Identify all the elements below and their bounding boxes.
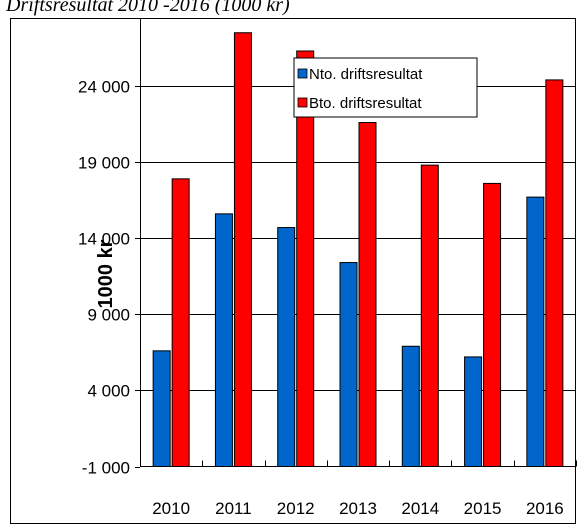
bar-nto [526,196,545,468]
y-tick-label: 19 000 [78,154,130,173]
tick-labels: -1 000 4 000 9 000 14 000 19 000 24 000 2010 20… [78,78,564,519]
x-tick-label: 2012 [277,499,315,518]
bar-nto [277,227,296,467]
bar-bto [358,122,377,467]
x-tick-label: 2015 [464,499,502,518]
legend-label-bto: Bto. driftsresultat [309,95,422,112]
axes [135,19,577,468]
y-tick-label: 14 000 [78,230,130,249]
y-tick-label: 24 000 [78,78,130,97]
bar-bto [483,182,502,468]
y-tick-label: 9 000 [87,306,130,325]
chart-frame: -1 000 4 000 9 000 14 000 19 000 24 000 2010 20… [10,18,577,524]
legend-box [293,57,478,118]
legend-label-nto: Nto. driftsresultat [309,66,423,83]
x-tick-label: 2014 [401,499,439,518]
bar-nto [464,356,483,467]
legend: Nto. driftsresultat Bto. driftsresultat [293,57,478,118]
bar-nto [339,262,358,467]
y-tick-label: -1 000 [82,459,130,478]
bar-nto [401,345,420,467]
bar-bto [233,32,252,467]
bar-nto [152,350,171,467]
gridlines [140,86,576,391]
y-tick-label: 4 000 [87,382,130,401]
x-tick-label: 2013 [339,499,377,518]
x-tick-label: 2011 [215,499,252,518]
bar-nto [214,213,233,467]
legend-swatch-bto [297,97,308,108]
bar-bto [545,79,564,468]
bar-bto [420,164,439,467]
chart-caption: Driftsresultat 2010 -2016 (1000 kr) [6,0,290,16]
legend-swatch-nto [297,68,308,79]
bar-bto [171,178,190,467]
x-tick-label: 2010 [152,499,190,518]
y-axis-label: 1000 kr [95,239,117,308]
x-tick-label: 2016 [526,499,564,518]
bar-chart: -1 000 4 000 9 000 14 000 19 000 24 000 2010 20… [78,19,577,519]
